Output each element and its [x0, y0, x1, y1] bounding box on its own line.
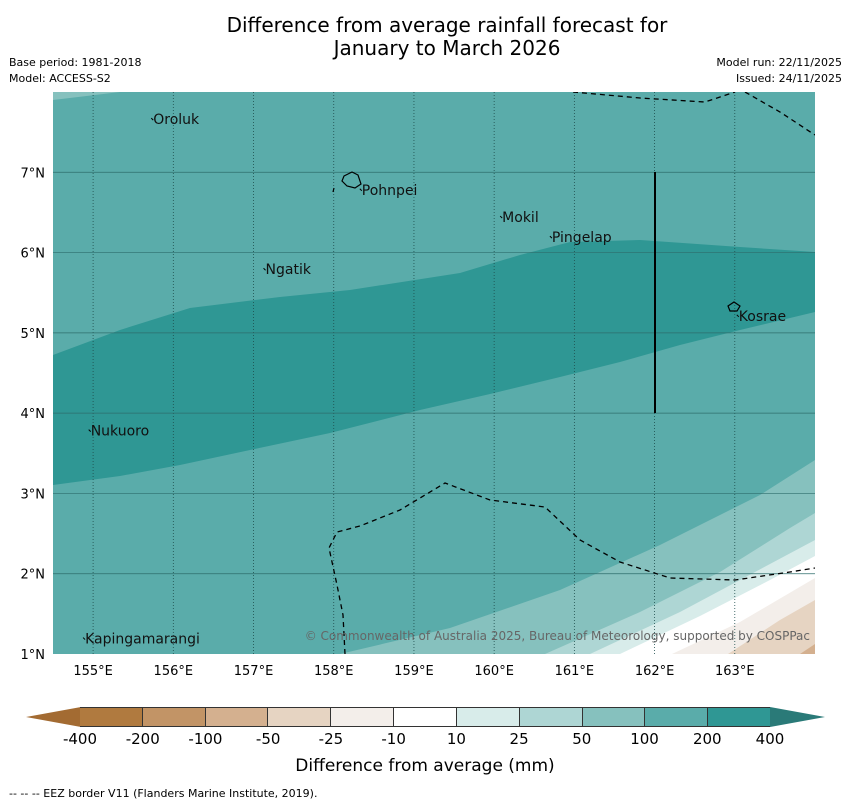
place-label-pingelap: Pingelap	[552, 230, 612, 246]
map-area: Oroluk Pohnpei Mokil Pingelap Ngatik Kosrae Nu…	[53, 92, 815, 654]
footer-note: -- -- -- EEZ border V11 (Flanders Marine…	[9, 787, 318, 800]
copyright-text: © Commonwealth of Australia 2025, Bureau…	[305, 629, 810, 643]
lon-tick-label: 163°E	[715, 664, 755, 679]
legend-tick-label: 25	[509, 730, 529, 748]
legend-tick-label: 400	[755, 730, 785, 748]
legend-bin	[80, 707, 143, 727]
lat-tick-label: 4°N	[21, 407, 46, 422]
place-marker	[88, 429, 92, 432]
legend-tick-label: 10	[446, 730, 466, 748]
legend-tick-label: -10	[381, 730, 406, 748]
rainfall-map: Oroluk Pohnpei Mokil Pingelap Ngatik Kosrae Nu…	[21, 92, 815, 679]
lat-tick-label: 7°N	[21, 166, 46, 181]
legend-bin	[394, 707, 457, 727]
place-label-pohnpei: Pohnpei	[362, 183, 418, 199]
pohnpei-island	[341, 171, 362, 189]
lat-tick-label: 1°N	[21, 648, 46, 663]
lat-tick-label: 6°N	[21, 247, 46, 262]
place-label-oroluk: Oroluk	[153, 112, 200, 128]
legend-bin	[708, 707, 770, 727]
lon-tick-label: 157°E	[234, 664, 274, 679]
legend-bin	[268, 707, 332, 727]
legend-tick-label: 100	[630, 730, 659, 748]
shade-dry-100	[800, 644, 815, 654]
title-line-2: January to March 2026	[333, 36, 561, 60]
legend-tick-label: 200	[692, 730, 722, 748]
chart-title: Difference from average rainfall forecas…	[0, 14, 850, 60]
place-marker	[736, 314, 740, 318]
legend-bin	[456, 707, 520, 727]
place-marker	[150, 117, 154, 121]
place-label-mokil: Mokil	[502, 210, 539, 226]
title-line-1: Difference from average rainfall forecas…	[226, 13, 668, 37]
lat-tick-label: 2°N	[21, 568, 46, 583]
place-label-ngatik: Ngatik	[266, 262, 312, 278]
legend-tick-label: -25	[318, 730, 344, 748]
lon-tick-label: 162°E	[635, 664, 675, 679]
legend-tick-label: -100	[188, 730, 223, 748]
place-marker	[263, 267, 266, 271]
place-marker	[549, 235, 553, 239]
legend-bin	[582, 707, 646, 727]
lon-tick-label: 159°E	[394, 664, 434, 679]
lon-tick-label: 155°E	[73, 664, 113, 679]
meta-right: Model run: 22/11/2025 Issued: 24/11/2025	[716, 55, 842, 87]
legend-bin	[645, 707, 709, 727]
legend-tick-label: -50	[255, 730, 281, 748]
legend-bin	[205, 707, 269, 727]
model-run: Model run: 22/11/2025	[716, 56, 842, 69]
legend-tick-label: -400	[62, 730, 98, 748]
legend-bin	[142, 707, 206, 727]
place-labels: Oroluk Pohnpei Mokil Pingelap Ngatik Kosrae Nu…	[82, 112, 786, 648]
legend-tick-label: 50	[572, 730, 592, 748]
place-marker	[499, 215, 503, 219]
eez-border-north	[572, 92, 815, 136]
legend-under-arrow	[26, 707, 81, 727]
model-name: Model: ACCESS-S2	[9, 72, 111, 85]
kosrae-island	[727, 301, 741, 312]
shade-200-400	[53, 240, 815, 485]
axis-labels: 155°E 156°E 157°E 158°E 159°E 160°E 161°E 162°E…	[21, 166, 755, 679]
lon-tick-label: 161°E	[555, 664, 595, 679]
lon-tick-label: 160°E	[474, 664, 514, 679]
legend-tick-label: -200	[125, 730, 160, 748]
place-label-kapingamarangi: Kapingamarangi	[85, 632, 200, 648]
legend-over-arrow	[770, 707, 825, 727]
lon-tick-label: 158°E	[314, 664, 354, 679]
legend-title: Difference from average (mm)	[295, 756, 555, 776]
place-marker	[359, 188, 363, 192]
shade-dry-50	[728, 600, 815, 654]
issued-date: Issued: 24/11/2025	[735, 72, 842, 85]
place-marker	[82, 637, 86, 640]
legend-bin	[331, 707, 395, 727]
lat-tick-label: 5°N	[21, 327, 46, 342]
lat-tick-label: 3°N	[21, 487, 46, 502]
shade-corner	[53, 92, 120, 100]
legend-bin	[519, 707, 583, 727]
lon-tick-label: 156°E	[154, 664, 194, 679]
pohnpei-islet	[332, 187, 335, 193]
place-label-kosrae: Kosrae	[739, 309, 786, 325]
place-label-nukuoro: Nukuoro	[91, 424, 149, 440]
base-period: Base period: 1981-2018	[9, 56, 142, 69]
legend-colorbar	[80, 707, 770, 727]
meta-left: Base period: 1981-2018 Model: ACCESS-S2	[9, 55, 141, 87]
